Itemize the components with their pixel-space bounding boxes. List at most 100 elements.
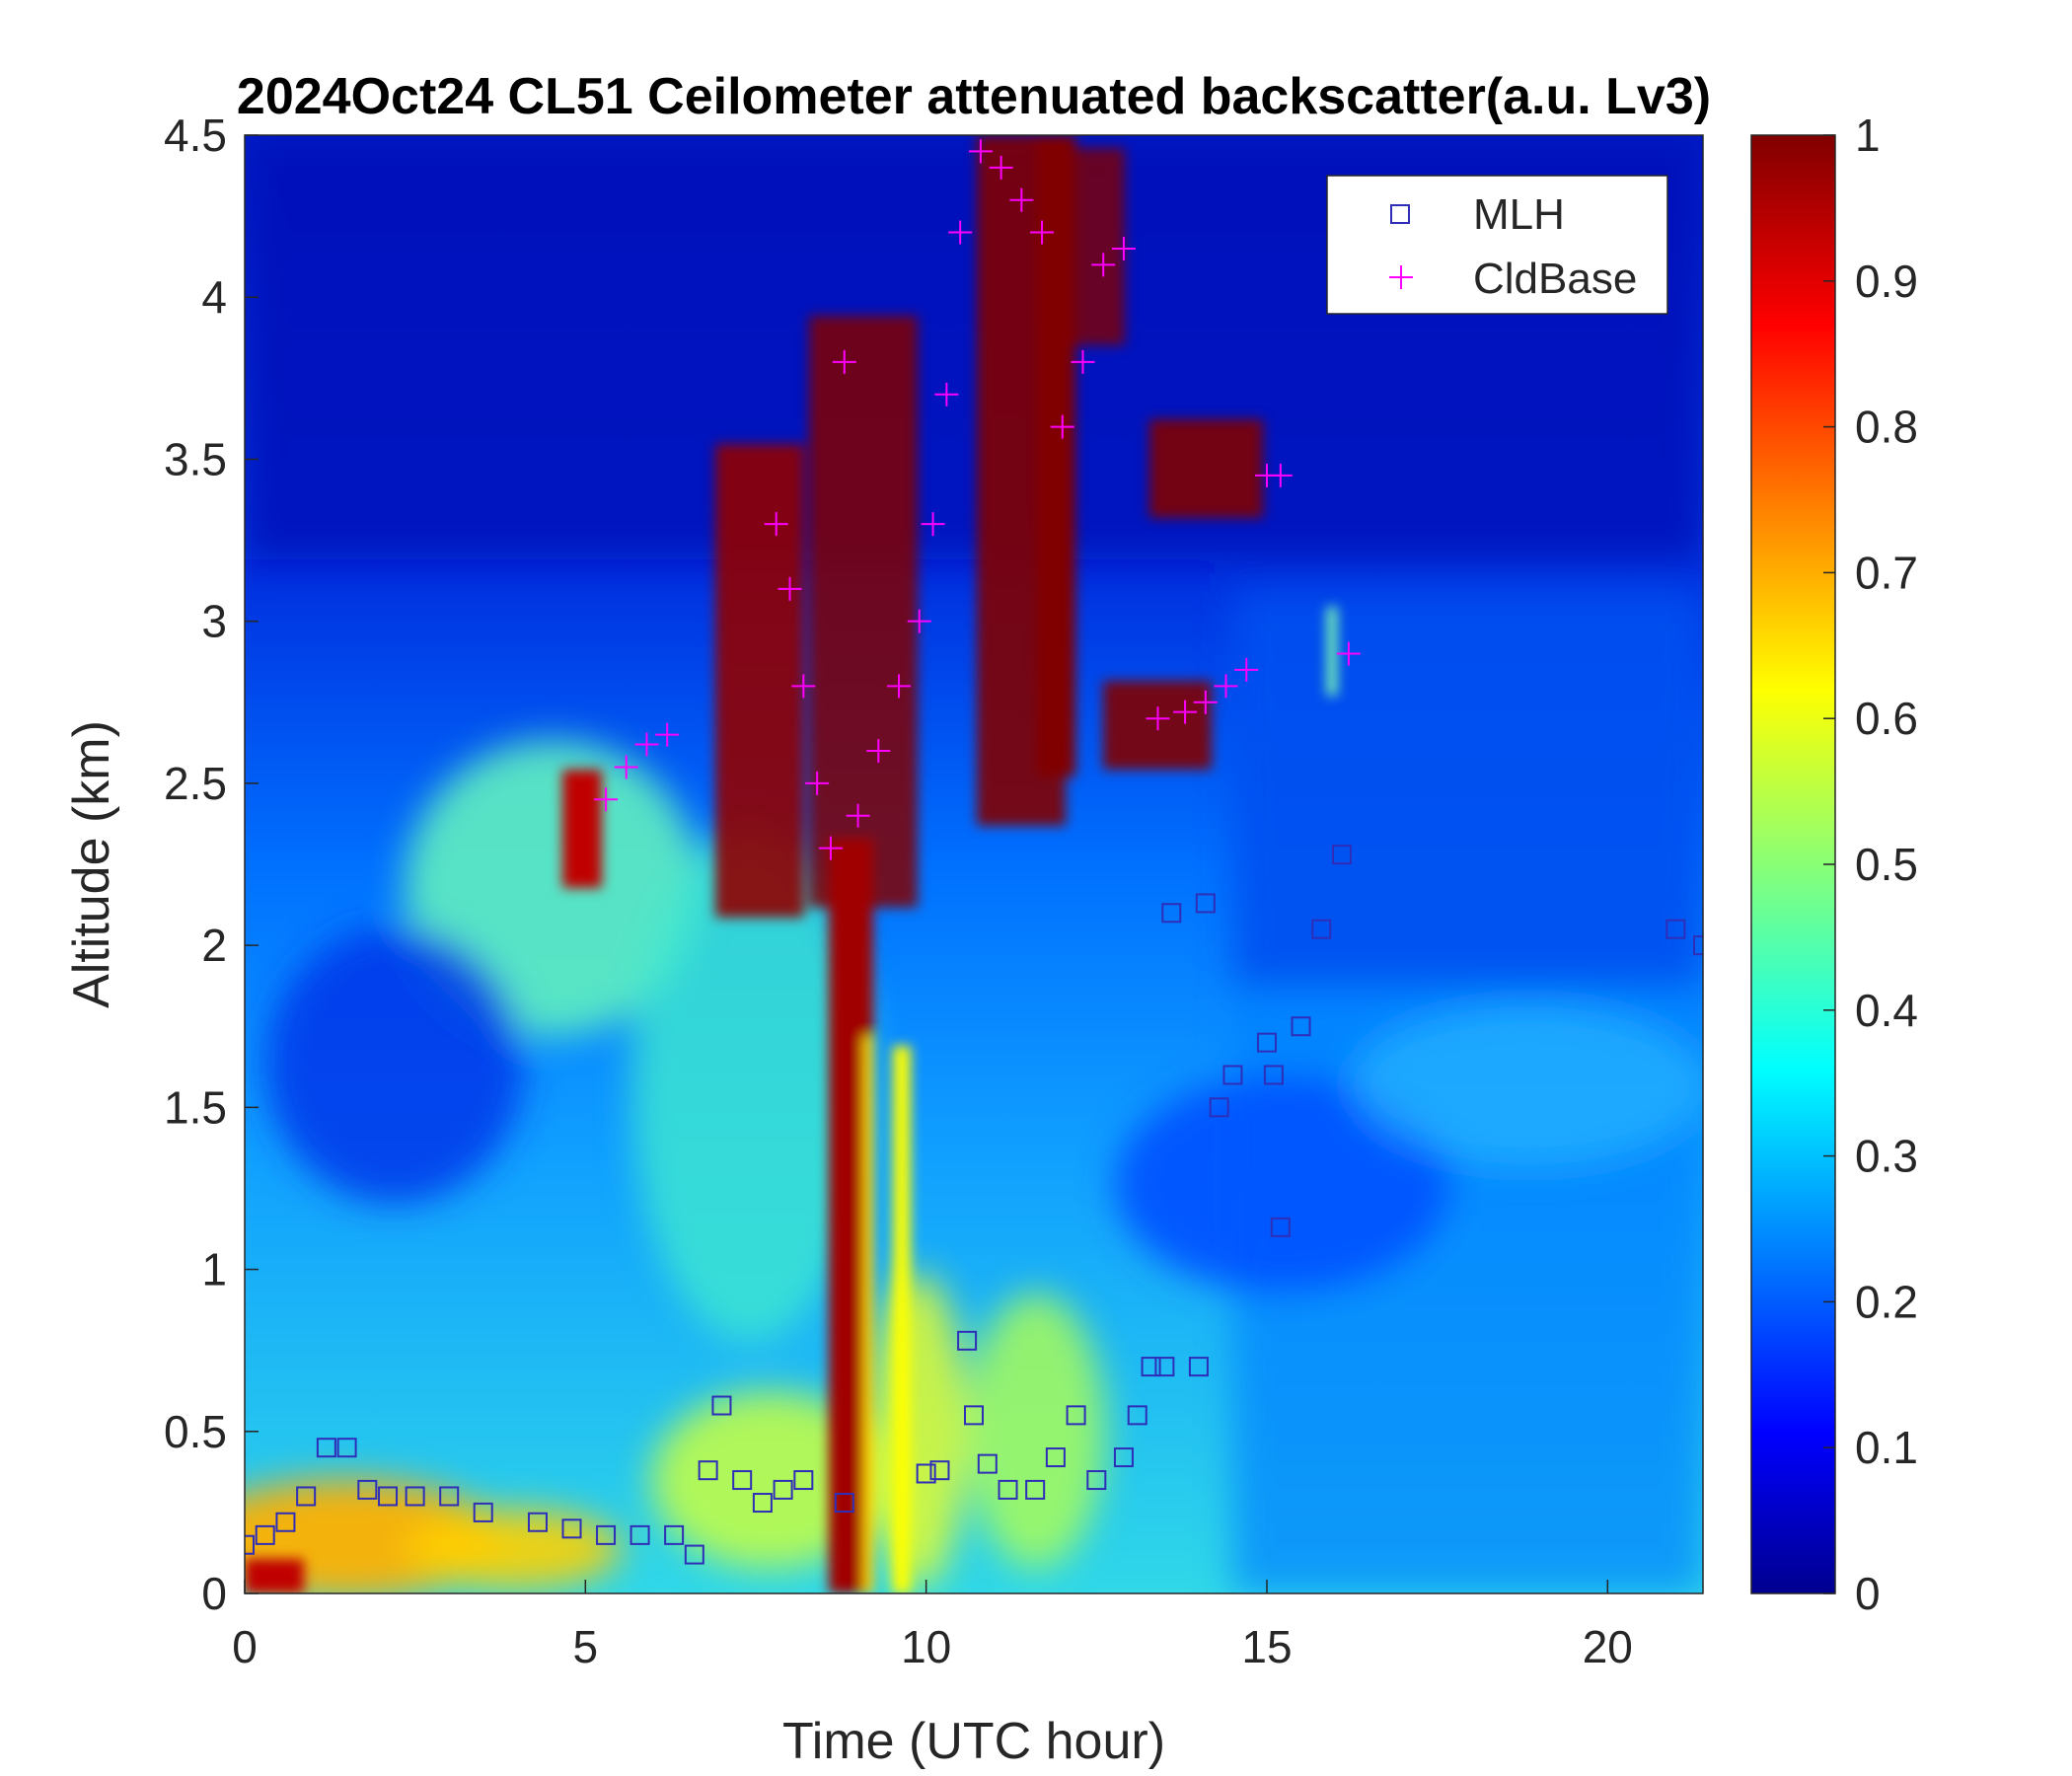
mlh-point <box>964 1405 984 1426</box>
chart-title: 2024Oct24 CL51 Ceilometer attenuated bac… <box>237 68 1711 125</box>
cldbase-point <box>818 836 843 860</box>
colorbar-tick-label: 0.7 <box>1855 547 1918 598</box>
mlh-point <box>561 1518 582 1539</box>
y-tick-label: 1 <box>201 1244 227 1295</box>
cldbase-point <box>614 755 638 779</box>
mlh-point <box>1665 919 1686 939</box>
y-tick-label: 1.5 <box>164 1081 227 1133</box>
mlh-point <box>664 1524 685 1545</box>
mlh-point <box>1331 845 1352 865</box>
cldbase-point <box>1336 641 1361 666</box>
y-tick-label: 3.5 <box>164 433 227 484</box>
colorbar-tick-label: 1 <box>1855 110 1881 161</box>
colorbar-tick-label: 0.2 <box>1855 1276 1918 1327</box>
y-tick-label: 0.5 <box>164 1406 227 1457</box>
cldbase-point <box>887 674 912 699</box>
colorbar-tick-label: 0.5 <box>1855 839 1918 890</box>
colorbar-ticks: 0 0.1 0.2 0.3 0.4 0.5 0.6 0.7 0.8 0.9 1 <box>1823 110 1918 1619</box>
mlh-point <box>405 1486 425 1507</box>
colorbar-tick-label: 0.8 <box>1855 402 1918 453</box>
mlh-point <box>684 1544 704 1565</box>
cldbase-point <box>1173 700 1198 724</box>
mlh-point <box>1256 1032 1277 1053</box>
cldbase-point <box>1009 187 1034 212</box>
y-tick-label: 4 <box>201 271 227 323</box>
mlh-point <box>527 1512 548 1532</box>
x-axis-label: Time (UTC hour) <box>782 1713 1165 1770</box>
y-tick-label: 4.5 <box>164 110 227 161</box>
mlh-point <box>1025 1479 1046 1500</box>
colorbar-tick-label: 0.3 <box>1855 1131 1918 1182</box>
mlh-point <box>473 1502 493 1522</box>
cldbase-point <box>968 139 993 164</box>
x-tick-label: 0 <box>232 1621 258 1672</box>
mlh-point <box>1066 1405 1086 1426</box>
y-tick-label: 3 <box>201 596 227 647</box>
x-tick-label: 20 <box>1583 1621 1633 1672</box>
mlh-point <box>245 1534 255 1555</box>
mlh-point <box>1209 1097 1229 1118</box>
mlh-point <box>1161 903 1182 924</box>
backscatter-heatmap <box>245 135 1703 1593</box>
cldbase-point <box>989 155 1013 180</box>
mlh-point <box>1127 1405 1147 1426</box>
cldbase-point <box>1214 674 1238 699</box>
mlh-point <box>957 1330 978 1351</box>
x-tick-label: 5 <box>573 1621 599 1672</box>
legend: MLH CldBase <box>1326 175 1668 315</box>
mlh-point <box>1195 893 1216 914</box>
mlh-point <box>1086 1470 1107 1491</box>
cldbase-point <box>866 739 891 764</box>
mlh-point <box>1141 1357 1161 1377</box>
mlh-point <box>1263 1065 1284 1085</box>
cldbase-point <box>1071 349 1095 374</box>
legend-mlh-label: MLH <box>1473 190 1565 239</box>
mlh-point <box>1045 1447 1066 1468</box>
y-axis-ticks: 0 0.5 1 1.5 2 2.5 3 3.5 4 4.5 <box>164 110 259 1619</box>
mlh-point <box>929 1460 950 1481</box>
mlh-point <box>773 1479 793 1500</box>
cldbase-point <box>1146 706 1170 731</box>
cldbase-point <box>948 220 973 245</box>
cldbase-point <box>1091 253 1116 277</box>
mlh-point <box>711 1395 732 1416</box>
cldbase-point <box>846 803 870 828</box>
cldbase-point <box>777 576 802 601</box>
colorbar-tick-label: 0.4 <box>1855 985 1918 1036</box>
cldbase-point <box>805 771 830 795</box>
cldbase-point <box>764 512 788 537</box>
cldbase-point <box>832 349 856 374</box>
mlh-point <box>698 1460 718 1481</box>
mlh-point <box>977 1453 998 1474</box>
cldbase-point <box>634 732 659 757</box>
mlh-point <box>916 1463 936 1484</box>
y-tick-label: 2.5 <box>164 758 227 809</box>
plot-frame <box>244 134 1704 1594</box>
legend-box <box>1326 175 1668 315</box>
y-tick-label: 2 <box>201 920 227 971</box>
x-tick-label: 15 <box>1241 1621 1292 1672</box>
y-tick-label: 0 <box>201 1568 227 1619</box>
cldbase-point <box>594 787 619 812</box>
mlh-point <box>629 1524 650 1545</box>
mlh-point <box>336 1438 357 1458</box>
legend-cldbase-label: CldBase <box>1473 255 1637 303</box>
cldbase-point <box>921 512 945 537</box>
mlh-point <box>998 1479 1018 1500</box>
colorbar-tick-label: 0.9 <box>1855 256 1918 307</box>
colorbar-tick-label: 0.1 <box>1855 1422 1918 1473</box>
mlh-point <box>378 1486 399 1507</box>
mlh-point <box>793 1470 814 1491</box>
mlh-point <box>357 1479 378 1500</box>
mlh-point <box>1270 1217 1291 1237</box>
mlh-point <box>296 1486 317 1507</box>
colorbar-tick-label: 0.6 <box>1855 693 1918 744</box>
mlh-point <box>275 1512 296 1532</box>
legend-mlh-marker-icon <box>1390 204 1410 224</box>
mlh-point <box>752 1493 773 1514</box>
marker-layer <box>245 139 1703 1565</box>
mlh-point <box>1188 1357 1209 1377</box>
mlh-point <box>316 1438 336 1458</box>
cldbase-point <box>1193 690 1218 714</box>
